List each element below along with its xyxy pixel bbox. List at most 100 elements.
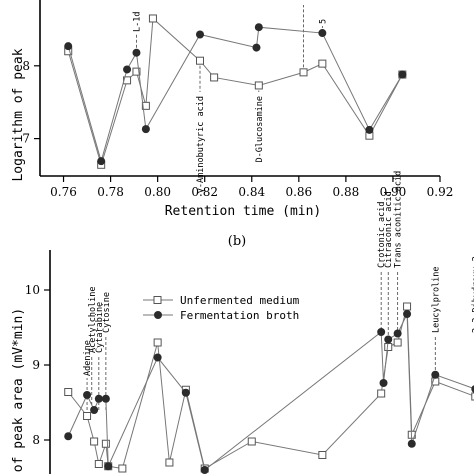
annotation-label: D-Glucosamine xyxy=(255,96,265,163)
legend: Unfermented medium Fermentation broth xyxy=(143,294,300,322)
data-point-circle xyxy=(200,466,209,474)
panel-a: Logarithm of peak L-1d γ-Aminobutyric aci… xyxy=(11,0,453,219)
data-point-square xyxy=(393,338,402,347)
annotation-label: Cytosine xyxy=(102,292,112,333)
data-point-square xyxy=(471,392,474,401)
data-point-square xyxy=(318,451,327,459)
data-point-circle xyxy=(384,335,393,344)
data-point-circle xyxy=(83,391,92,399)
panel-a-annotations: L-1d γ-Aminobutyric acid D-Glucosamine 5 xyxy=(132,12,328,194)
data-point-square xyxy=(210,73,219,82)
data-point-square xyxy=(101,439,110,448)
data-point-circle xyxy=(132,48,141,57)
y-tick-label: 9 xyxy=(32,358,40,372)
x-tick-label: 0.92 xyxy=(427,185,454,199)
data-point-circle xyxy=(365,125,374,134)
annotation-label: Crotonic acid xyxy=(377,201,387,268)
data-point-circle xyxy=(393,329,402,338)
data-point-square xyxy=(165,458,174,467)
data-point-circle xyxy=(471,385,474,393)
data-point-square xyxy=(148,14,157,23)
data-point-circle xyxy=(104,462,113,471)
data-point-square xyxy=(384,343,393,351)
panel-b-label: (b) xyxy=(228,234,246,249)
data-point-square xyxy=(141,101,150,110)
data-point-circle xyxy=(318,29,327,38)
x-tick-label: 0.90 xyxy=(380,185,407,199)
data-point-square xyxy=(196,56,204,65)
data-point-square xyxy=(132,67,141,76)
x-tick-label: 0.84 xyxy=(238,185,265,199)
data-point-square xyxy=(403,302,412,311)
data-point-circle xyxy=(181,388,190,397)
data-point-square xyxy=(64,388,73,396)
panel-a-series xyxy=(64,14,407,169)
panel-a-guides xyxy=(136,5,323,92)
data-point-circle xyxy=(153,353,162,362)
panel-b-ticks: 8 9 10 xyxy=(25,283,50,447)
annotation-label: 2,3-Dihydroxy-2- xyxy=(471,251,474,333)
data-point-circle xyxy=(97,157,106,166)
panel-b: (b) of peak area (mV*min) AdenineAcetylc… xyxy=(11,171,474,474)
series-line-1 xyxy=(67,26,403,163)
data-point-circle xyxy=(379,379,388,387)
data-point-square xyxy=(247,437,256,446)
data-point-circle xyxy=(141,125,150,134)
data-point-square xyxy=(318,59,327,68)
x-tick-label: 0.88 xyxy=(333,185,360,199)
legend-label-unfermented: Unfermented medium xyxy=(180,294,300,307)
annotation-label: Trans aconitic acid xyxy=(394,171,404,268)
data-point-square xyxy=(94,460,103,468)
x-tick-label: 0.86 xyxy=(285,185,312,199)
data-point-square xyxy=(153,338,162,347)
data-point-square xyxy=(299,68,308,77)
series-line-0 xyxy=(67,17,403,167)
y-tick-label: 7 xyxy=(22,132,30,146)
annotation-label: 5 xyxy=(318,19,328,24)
legend-label-fermentation: Fermentation broth xyxy=(180,309,299,322)
data-point-circle xyxy=(196,30,204,39)
data-point-square xyxy=(254,81,263,90)
data-point-circle xyxy=(64,42,73,51)
panel-b-guides xyxy=(86,270,436,410)
annotation-label: Citraconic acid xyxy=(384,191,394,268)
data-point-square xyxy=(118,464,127,473)
data-point-circle xyxy=(252,43,261,52)
data-point-square xyxy=(83,412,92,420)
x-tick-label: 0.82 xyxy=(191,185,218,199)
panel-b-y-axis-label: of peak area (mV*min) xyxy=(11,308,26,472)
x-tick-label: 0.80 xyxy=(144,185,171,199)
legend-marker-unfermented xyxy=(153,296,162,304)
annotation-label: L-1d xyxy=(132,12,142,32)
panel-a-x-axis-label: Retention time (min) xyxy=(165,204,322,219)
y-tick-label: 8 xyxy=(22,59,30,73)
data-point-circle xyxy=(407,439,416,448)
data-point-circle xyxy=(398,70,407,79)
panel-a-y-axis-label: Logarithm of peak xyxy=(11,48,26,181)
annotation-label: Leucylproline xyxy=(431,266,441,333)
data-point-circle xyxy=(403,310,412,318)
annotation-label: Adenine xyxy=(83,340,93,376)
data-point-square xyxy=(377,389,386,398)
data-point-circle xyxy=(94,394,103,403)
data-point-circle xyxy=(101,394,110,403)
data-point-circle xyxy=(254,23,263,32)
data-point-circle xyxy=(431,370,440,379)
annotation-label: Cytarabine xyxy=(95,302,105,353)
data-point-circle xyxy=(377,328,386,336)
panel-a-ticks: 0.76 0.78 0.80 0.82 0.84 0.86 0.88 0.90 0.92 7 8 xyxy=(22,59,453,199)
annotation-label: Acetylcholine xyxy=(88,286,98,353)
data-point-circle xyxy=(123,65,132,74)
data-point-circle xyxy=(90,406,99,414)
x-tick-label: 0.78 xyxy=(97,185,124,199)
y-tick-label: 10 xyxy=(25,283,40,297)
annotation-label: γ-Aminobutyric acid xyxy=(196,96,206,193)
x-tick-label: 0.76 xyxy=(50,185,77,199)
panel-b-series xyxy=(64,302,474,474)
legend-marker-fermentation xyxy=(154,311,162,319)
data-point-circle xyxy=(64,432,73,441)
data-point-square xyxy=(90,437,99,446)
y-tick-label: 8 xyxy=(32,433,40,447)
